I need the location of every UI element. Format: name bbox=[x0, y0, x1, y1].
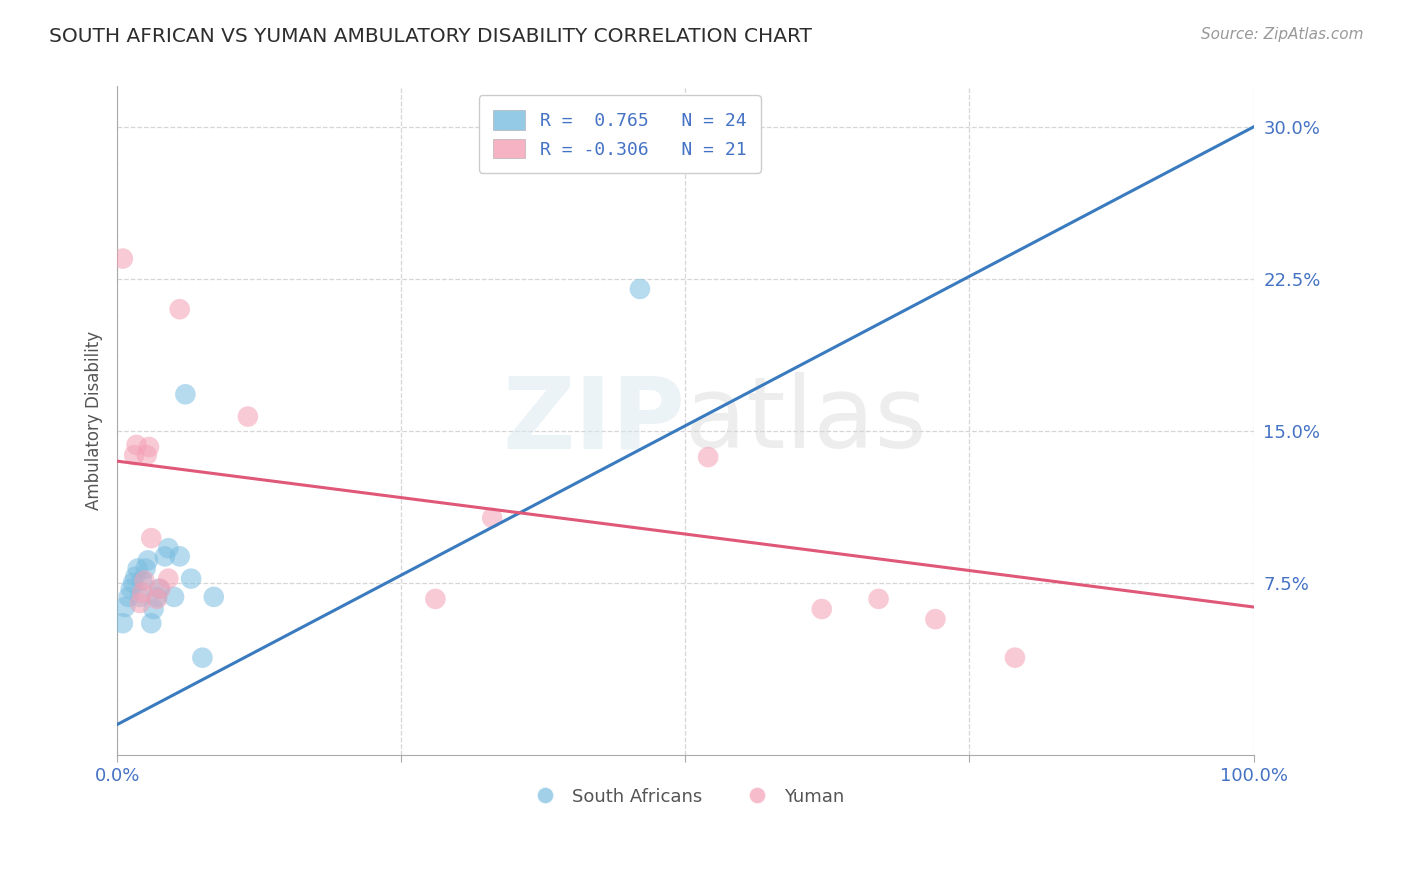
Point bbox=[148, 582, 170, 596]
Point bbox=[138, 440, 160, 454]
Point bbox=[153, 549, 176, 564]
Point bbox=[135, 561, 157, 575]
Point bbox=[169, 549, 191, 564]
Y-axis label: Ambulatory Disability: Ambulatory Disability bbox=[86, 331, 103, 510]
Point bbox=[157, 541, 180, 556]
Text: ZIP: ZIP bbox=[502, 372, 685, 469]
Legend: South Africans, Yuman: South Africans, Yuman bbox=[520, 780, 851, 813]
Point bbox=[868, 591, 890, 606]
Text: atlas: atlas bbox=[685, 372, 927, 469]
Point bbox=[122, 575, 145, 590]
Point bbox=[481, 511, 503, 525]
Point bbox=[425, 591, 447, 606]
Point bbox=[131, 586, 153, 600]
Point bbox=[127, 561, 149, 575]
Point bbox=[146, 591, 169, 606]
Point bbox=[1004, 650, 1026, 665]
Point bbox=[697, 450, 720, 464]
Point bbox=[169, 302, 191, 317]
Point bbox=[111, 252, 134, 266]
Point bbox=[149, 582, 172, 596]
Point bbox=[157, 572, 180, 586]
Point bbox=[136, 553, 159, 567]
Point bbox=[141, 616, 163, 631]
Point bbox=[180, 572, 202, 586]
Point bbox=[236, 409, 259, 424]
Point bbox=[124, 569, 146, 583]
Point bbox=[163, 590, 186, 604]
Text: SOUTH AFRICAN VS YUMAN AMBULATORY DISABILITY CORRELATION CHART: SOUTH AFRICAN VS YUMAN AMBULATORY DISABI… bbox=[49, 27, 813, 45]
Point bbox=[111, 616, 134, 631]
Point bbox=[628, 282, 651, 296]
Point bbox=[146, 590, 169, 604]
Point bbox=[125, 438, 148, 452]
Point bbox=[191, 650, 214, 665]
Point bbox=[810, 602, 832, 616]
Point bbox=[174, 387, 197, 401]
Point bbox=[924, 612, 946, 626]
Point bbox=[129, 590, 152, 604]
Point bbox=[129, 596, 152, 610]
Point bbox=[141, 531, 163, 545]
Point bbox=[120, 582, 142, 596]
Point bbox=[135, 448, 157, 462]
Text: Source: ZipAtlas.com: Source: ZipAtlas.com bbox=[1201, 27, 1364, 42]
Point bbox=[202, 590, 225, 604]
Point bbox=[131, 574, 153, 588]
Point bbox=[114, 600, 136, 615]
Point bbox=[134, 574, 156, 588]
Point bbox=[122, 448, 145, 462]
Point bbox=[117, 590, 139, 604]
Point bbox=[142, 602, 165, 616]
